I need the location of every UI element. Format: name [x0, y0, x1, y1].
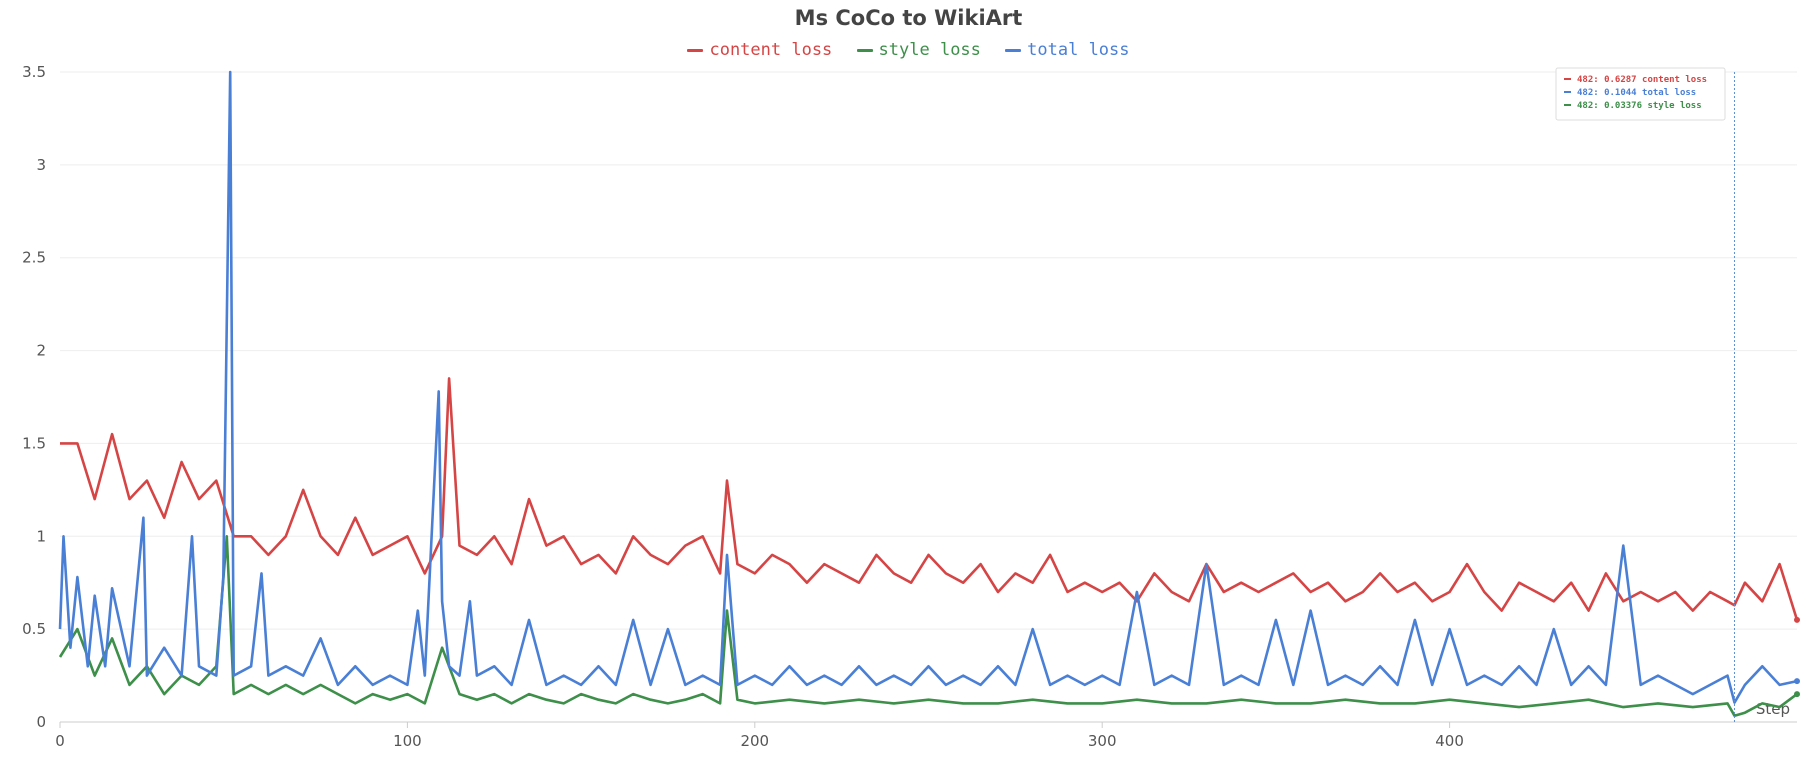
y-tick-label: 0 — [36, 713, 46, 731]
tooltip-box — [1555, 67, 1726, 121]
legend: content loss style loss total loss — [0, 40, 1817, 60]
series-line-content-loss[interactable] — [60, 377, 1799, 621]
legend-label-content-loss: content loss — [709, 40, 833, 60]
series-line-style-loss[interactable] — [58, 534, 1798, 718]
x-tick-label: 100 — [393, 732, 422, 750]
legend-swatch-total-loss — [1005, 48, 1022, 52]
y-tick-label: 2.5 — [22, 249, 46, 267]
legend-swatch-style-loss — [856, 48, 873, 52]
legend-swatch-content-loss — [687, 48, 704, 52]
series-end-point-total-loss — [1794, 678, 1800, 685]
y-tick-label: 3.5 — [22, 63, 46, 81]
series-lines — [58, 70, 1800, 718]
x-axis: 0 100 200 300 400 — [55, 722, 1464, 750]
x-tick-label: 200 — [740, 732, 769, 750]
y-axis: 0 0.5 1 1.5 2 2.5 3 3.5 — [22, 63, 46, 731]
legend-item-style-loss[interactable]: style loss — [856, 40, 981, 60]
y-tick-label: 1 — [36, 527, 46, 545]
legend-item-total-loss[interactable]: total loss — [1005, 40, 1130, 60]
y-tick-label: 2 — [36, 342, 46, 360]
series-end-point-style-loss — [1794, 691, 1800, 698]
tooltip: 482: 0.6287 content loss 482: 0.1044 tota… — [1555, 67, 1726, 121]
legend-item-content-loss[interactable]: content loss — [687, 40, 832, 60]
x-tick-label: 300 — [1088, 732, 1117, 750]
y-tick-label: 0.5 — [22, 620, 46, 638]
grid-lines — [60, 71, 1797, 723]
tooltip-entry: 482: 0.03376 style loss — [1577, 101, 1702, 111]
y-tick-label: 1.5 — [22, 434, 46, 452]
x-tick-label: 0 — [55, 732, 65, 750]
y-tick-label: 3 — [36, 156, 46, 174]
legend-label-total-loss: total loss — [1027, 40, 1130, 60]
x-tick-label: 400 — [1435, 732, 1464, 750]
tooltip-entry: 482: 0.6287 content loss — [1577, 75, 1707, 85]
series-end-point-content-loss — [1794, 616, 1800, 623]
series-line-total-loss[interactable] — [58, 70, 1798, 704]
chart-title: Ms CoCo to WikiArt — [794, 6, 1023, 30]
legend-label-style-loss: style loss — [878, 40, 981, 60]
tooltip-entry: 482: 0.1044 total loss — [1577, 88, 1696, 98]
